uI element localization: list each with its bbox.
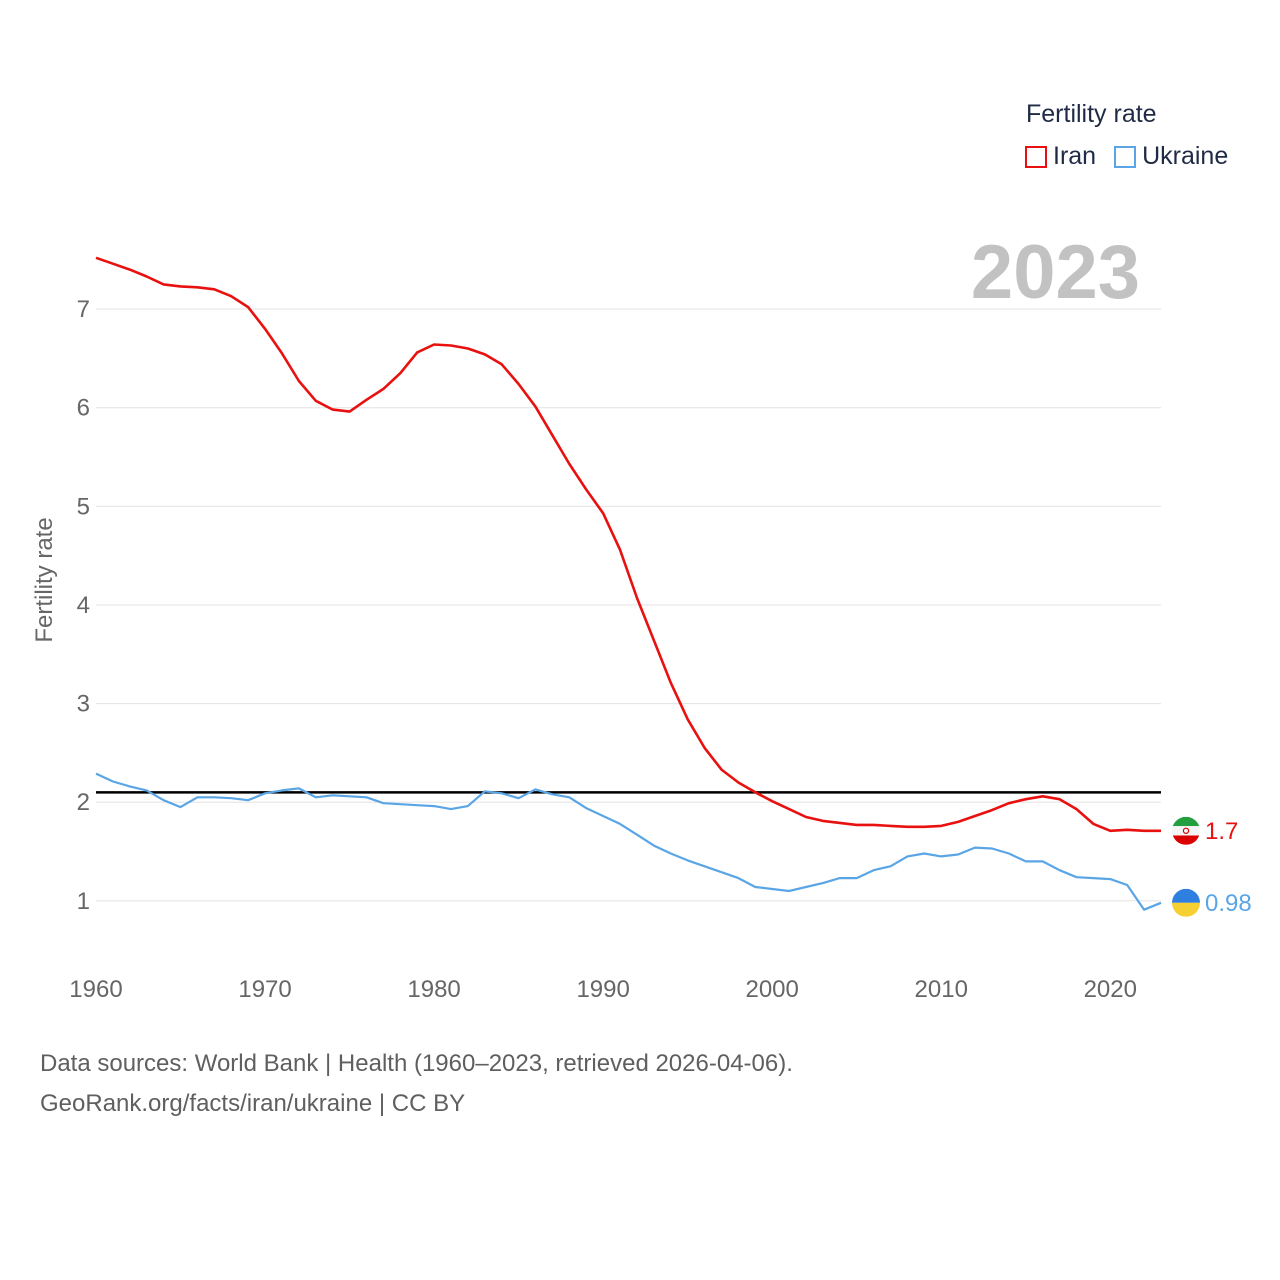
x-tick-label: 1990 xyxy=(576,976,629,1003)
legend-label-ukraine: Ukraine xyxy=(1142,142,1229,170)
legend-swatch-iran xyxy=(1025,145,1047,168)
year-label: 2023 xyxy=(971,230,1140,315)
end-markers: 1.7 0.98 xyxy=(1172,816,1252,917)
series-lines xyxy=(95,256,1162,911)
source-note: Data sources: World Bank | Health (1960–… xyxy=(40,1044,793,1124)
legend-title: Fertility rate xyxy=(1026,100,1157,128)
y-tick-label: 5 xyxy=(77,493,90,520)
y-tick-label: 6 xyxy=(77,395,90,422)
flag-marker-iran xyxy=(1172,816,1200,845)
x-tick-label: 1970 xyxy=(238,976,291,1003)
source-line-2: GeoRank.org/facts/iran/ukraine | CC BY xyxy=(40,1090,466,1117)
legend-item-iran[interactable]: Iran xyxy=(1025,142,1096,171)
end-label-iran: 1.7 xyxy=(1205,818,1238,845)
x-tick-label: 1980 xyxy=(407,976,460,1003)
y-axis-label: Fertility rate xyxy=(31,517,58,642)
series-line-ukraine xyxy=(95,772,1162,911)
y-tick-label: 1 xyxy=(77,888,90,915)
x-tick-label: 2020 xyxy=(1084,976,1137,1003)
gridlines xyxy=(96,308,1161,902)
legend-item-ukraine[interactable]: Ukraine xyxy=(1114,142,1228,171)
source-line-1: Data sources: World Bank | Health (1960–… xyxy=(40,1050,793,1077)
legend-label-iran: Iran xyxy=(1053,142,1097,170)
legend: Iran Ukraine xyxy=(1025,142,1246,171)
series-line-iran xyxy=(95,256,1161,833)
x-axis-ticks: 1960 1970 1980 1990 2000 2010 2020 xyxy=(69,976,1137,1003)
x-tick-label: 2000 xyxy=(745,976,798,1003)
y-tick-label: 2 xyxy=(77,789,90,816)
flag-marker-ukraine xyxy=(1172,888,1200,917)
y-tick-label: 7 xyxy=(77,296,90,323)
end-label-ukraine: 0.98 xyxy=(1205,890,1252,917)
x-tick-label: 2010 xyxy=(915,976,968,1003)
x-tick-label: 1960 xyxy=(69,976,122,1003)
y-axis-ticks: 1 2 3 4 5 6 7 xyxy=(77,296,90,915)
y-tick-label: 3 xyxy=(77,691,90,718)
legend-swatch-ukraine xyxy=(1114,145,1137,168)
y-tick-label: 4 xyxy=(77,592,90,619)
